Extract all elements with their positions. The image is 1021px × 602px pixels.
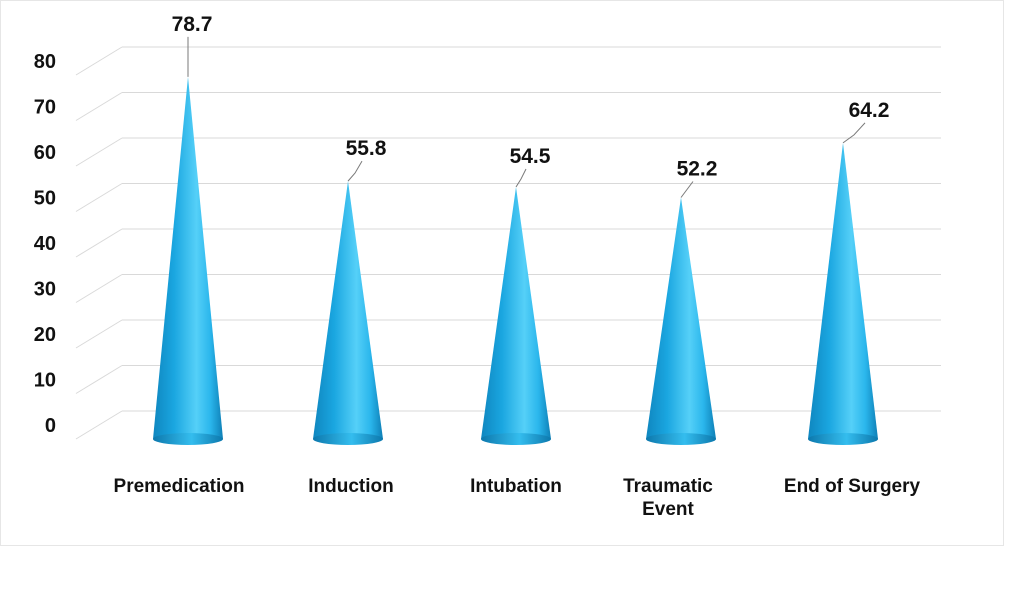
x-tick-label: Induction xyxy=(308,476,393,497)
data-label-leader xyxy=(515,168,527,188)
x-tick-label: Traumatic Event xyxy=(623,476,713,520)
bar-intubation: 54.5 xyxy=(481,145,551,445)
bar-traumatic-event: 52.2 xyxy=(646,157,717,445)
gridline-diagonal xyxy=(75,319,123,349)
chart-frame: 0 10 20 30 40 50 60 70 80 78.7 55.8 54.5 52.2 64.2 P… xyxy=(0,0,1004,546)
data-label-leader xyxy=(347,160,363,182)
y-axis: 0 10 20 30 40 50 60 70 80 xyxy=(34,51,56,437)
cone-body xyxy=(646,197,716,439)
cone-body xyxy=(481,187,551,439)
bar-end-of-surgery: 64.2 xyxy=(808,99,889,445)
gridline-diagonal xyxy=(75,183,123,212)
gridline-diagonal xyxy=(75,228,123,258)
x-tick-label: End of Surgery xyxy=(784,476,921,497)
bars: 78.7 55.8 54.5 52.2 64.2 xyxy=(153,13,889,445)
gridline-diagonal xyxy=(75,410,123,440)
data-label: 54.5 xyxy=(510,145,551,168)
cone-base xyxy=(153,433,223,445)
cone-bar-chart: 0 10 20 30 40 50 60 70 80 78.7 55.8 54.5 52.2 64.2 P… xyxy=(34,13,941,520)
data-label-leader xyxy=(680,181,694,198)
x-tick-label: Intubation xyxy=(470,476,562,497)
cone-body xyxy=(153,76,223,439)
bar-premedication: 78.7 xyxy=(153,13,223,445)
y-tick-label: 80 xyxy=(34,51,56,73)
cone-base xyxy=(481,433,551,445)
data-label-leader xyxy=(842,122,866,144)
gridline-diagonal xyxy=(75,365,123,394)
x-axis-categories: Premedication Induction Intubation Traumati… xyxy=(114,476,921,520)
data-label: 52.2 xyxy=(677,157,718,180)
bar-induction: 55.8 xyxy=(313,137,387,445)
y-tick-label: 0 xyxy=(45,415,56,437)
cone-base xyxy=(313,433,383,445)
gridline-diagonal xyxy=(75,92,123,121)
gridline-diagonal xyxy=(75,46,123,76)
gridline-diagonal xyxy=(75,274,123,303)
data-label: 55.8 xyxy=(346,137,387,160)
y-tick-label: 30 xyxy=(34,279,56,301)
cone-body xyxy=(808,142,878,439)
data-label: 64.2 xyxy=(849,99,890,122)
cone-base xyxy=(808,433,878,445)
data-label: 78.7 xyxy=(172,13,213,36)
y-tick-label: 50 xyxy=(34,188,56,210)
y-tick-label: 60 xyxy=(34,142,56,164)
y-tick-label: 70 xyxy=(34,97,56,119)
gridline-diagonal xyxy=(75,137,123,167)
y-tick-label: 40 xyxy=(34,233,56,255)
y-tick-label: 20 xyxy=(34,324,56,346)
y-tick-label: 10 xyxy=(34,370,56,392)
cone-base xyxy=(646,433,716,445)
x-tick-label: Premedication xyxy=(114,476,245,497)
cone-body xyxy=(313,181,383,440)
